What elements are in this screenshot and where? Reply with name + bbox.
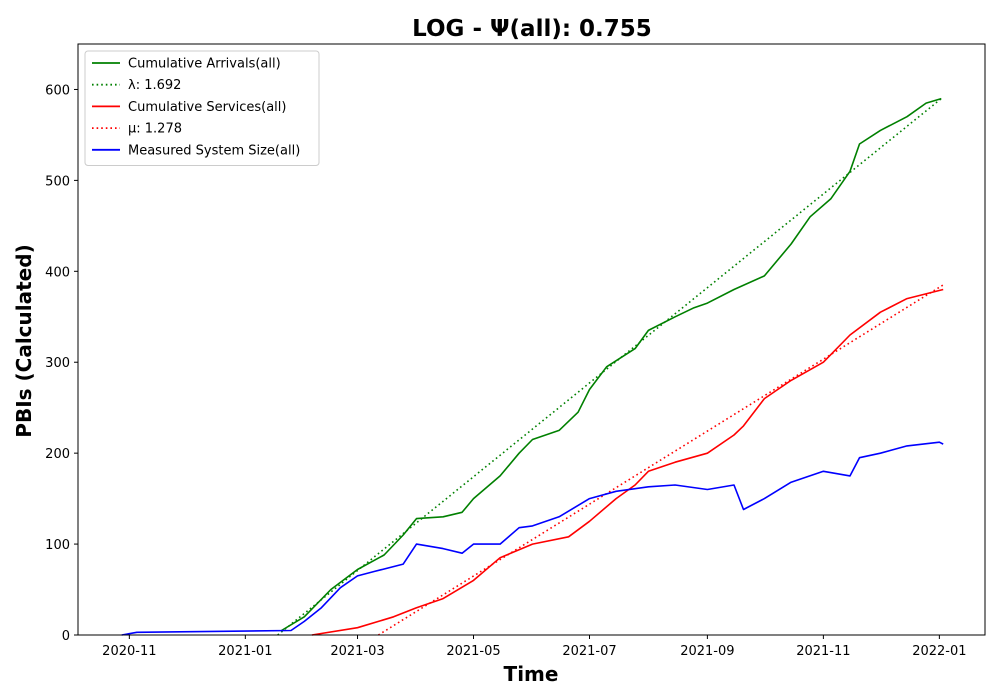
series-line-4	[121, 441, 944, 636]
y-tick-label: 600	[45, 83, 70, 98]
x-tick-label: 2021-01	[218, 644, 272, 659]
y-tick-label: 300	[45, 356, 70, 371]
chart-title: LOG - Ψ(all): 0.755	[412, 16, 652, 42]
legend-entry-label: λ: 1.692	[128, 78, 181, 93]
series-line-3	[377, 284, 944, 636]
y-axis-label: PBIs (Calculated)	[12, 244, 36, 437]
x-tick-label: 2022-01	[912, 644, 966, 659]
series-line-1	[277, 97, 942, 636]
x-tick-label: 2021-05	[446, 644, 500, 659]
legend-box	[84, 50, 320, 166]
legend-entry-label: Cumulative Services(all)	[128, 100, 286, 115]
legend-entry-label: μ: 1.278	[128, 122, 182, 137]
y-tick-label: 200	[45, 447, 70, 462]
y-tick-label: 400	[45, 265, 70, 280]
legend: Cumulative Arrivals(all) λ: 1.692 Cumulati…	[84, 50, 320, 166]
x-axis-label: Time	[504, 662, 559, 686]
y-tick-label: 0	[62, 629, 70, 644]
series-line-0	[281, 97, 942, 632]
legend-entry-label: Cumulative Arrivals(all)	[128, 57, 281, 72]
x-tick-label: 2021-03	[330, 644, 384, 659]
series-line-2	[311, 288, 944, 636]
y-tick-label: 100	[45, 538, 70, 553]
x-tick-label: 2021-07	[562, 644, 616, 659]
y-axis: 0 100 200 300 400 500 600	[45, 83, 78, 644]
series-layer	[121, 97, 944, 636]
x-tick-label: 2020-11	[102, 644, 156, 659]
y-tick-label: 500	[45, 174, 70, 189]
x-axis: 2020-11 2021-01 2021-03 2021-05 2021-07 2021-…	[102, 635, 967, 659]
x-tick-label: 2021-09	[680, 644, 734, 659]
plot-area-frame	[77, 43, 986, 636]
x-tick-label: 2021-11	[796, 644, 850, 659]
legend-entry-label: Measured System Size(all)	[128, 143, 300, 158]
